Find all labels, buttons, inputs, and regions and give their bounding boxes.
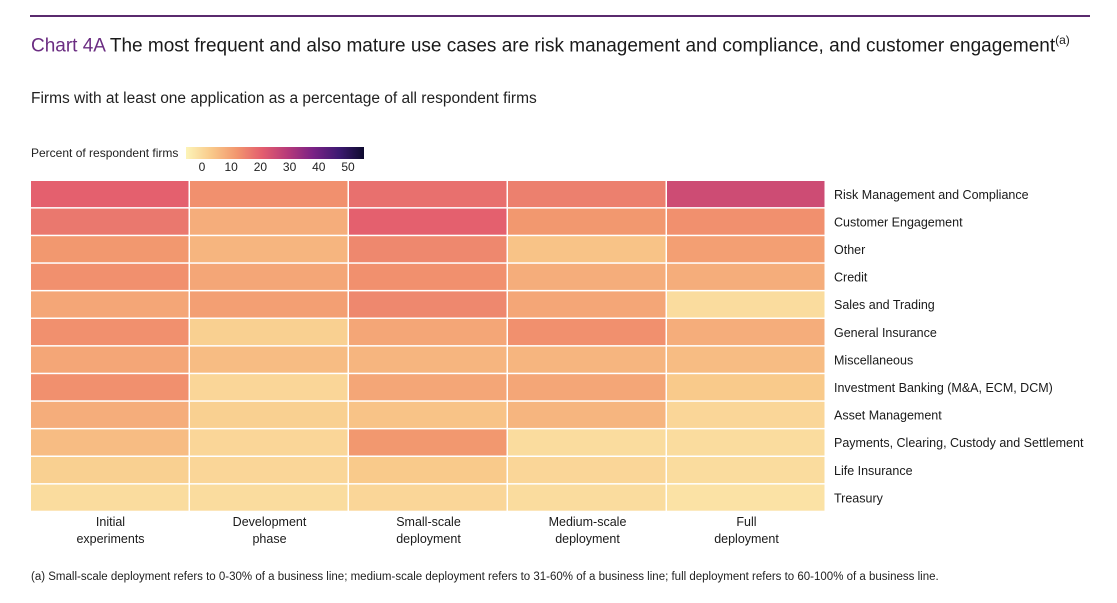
heatmap-cell bbox=[31, 263, 189, 290]
column-label: Development bbox=[233, 515, 307, 529]
heatmap-cell bbox=[31, 374, 189, 401]
heatmap-cell bbox=[667, 457, 825, 484]
column-label: Medium-scale bbox=[549, 515, 627, 529]
heatmap-cell bbox=[349, 457, 507, 484]
row-label: Miscellaneous bbox=[834, 353, 913, 367]
heatmap-cell bbox=[667, 263, 825, 290]
colorbar bbox=[186, 147, 364, 159]
heatmap-cell bbox=[190, 208, 348, 235]
heatmap-cell bbox=[190, 346, 348, 373]
colorbar-tick-label: 0 bbox=[198, 160, 206, 174]
chart-subtitle: Firms with at least one application as a… bbox=[31, 90, 537, 107]
row-label: Payments, Clearing, Custody and Settleme… bbox=[834, 436, 1084, 450]
heatmap-cell bbox=[508, 263, 666, 290]
colorbar-tick-label: 10 bbox=[224, 160, 238, 174]
colorbar-tick-labels: 0 10 20 30 40 50 bbox=[186, 160, 364, 174]
chart-number: Chart 4A bbox=[31, 35, 105, 57]
heatmap-cell bbox=[349, 236, 507, 263]
heatmap-cell bbox=[190, 401, 348, 428]
row-label: Life Insurance bbox=[834, 464, 913, 478]
heatmap-cell bbox=[31, 319, 189, 346]
heatmap-cell bbox=[31, 208, 189, 235]
heatmap-cell bbox=[508, 236, 666, 263]
column-label: Initial bbox=[96, 515, 125, 529]
heatmap-cell bbox=[508, 319, 666, 346]
column-label: experiments bbox=[76, 532, 144, 546]
heatmap-cell bbox=[349, 319, 507, 346]
heatmap-cell bbox=[508, 401, 666, 428]
heatmap-cell bbox=[31, 236, 189, 263]
colorbar-tick-label: 50 bbox=[341, 160, 355, 174]
row-label: Customer Engagement bbox=[834, 215, 963, 229]
heatmap-cell bbox=[190, 263, 348, 290]
row-label: General Insurance bbox=[834, 326, 937, 340]
heatmap-cell bbox=[349, 208, 507, 235]
heatmap-cell bbox=[667, 374, 825, 401]
row-label: Other bbox=[834, 243, 865, 257]
chart-title-text: The most frequent and also mature use ca… bbox=[109, 35, 1056, 57]
heatmap-cell bbox=[349, 346, 507, 373]
heatmap-cell bbox=[349, 181, 507, 208]
heatmap-cell bbox=[190, 374, 348, 401]
heatmap-cell bbox=[508, 346, 666, 373]
heatmap-cell bbox=[667, 429, 825, 456]
heatmap-cell bbox=[667, 401, 825, 428]
heatmap-cell bbox=[667, 346, 825, 373]
heatmap-cell bbox=[508, 429, 666, 456]
row-label: Sales and Trading bbox=[834, 298, 935, 312]
heatmap-cell bbox=[508, 484, 666, 511]
heatmap-cell bbox=[190, 484, 348, 511]
colorbar-tick-label: 40 bbox=[312, 160, 326, 174]
heatmap-cell bbox=[31, 181, 189, 208]
heatmap-cell bbox=[190, 429, 348, 456]
row-label: Risk Management and Compliance bbox=[834, 188, 1029, 202]
heatmap-cell bbox=[31, 484, 189, 511]
colorbar-tick-label: 30 bbox=[282, 160, 297, 174]
heatmap-cell bbox=[667, 319, 825, 346]
title-rule bbox=[30, 15, 1090, 17]
column-label: Full bbox=[736, 515, 756, 529]
chart-title: Chart 4A The most frequent and also matu… bbox=[31, 28, 1091, 58]
heatmap-cell bbox=[508, 208, 666, 235]
colorbar-title: Percent of respondent firms bbox=[31, 146, 179, 160]
heatmap-cell bbox=[190, 291, 348, 318]
column-label: deployment bbox=[555, 532, 620, 546]
heatmap-cell bbox=[349, 291, 507, 318]
heatmap-cell bbox=[31, 401, 189, 428]
heatmap-cell bbox=[667, 236, 825, 263]
colorbar-tick-label: 20 bbox=[253, 160, 268, 174]
heatmap-cell bbox=[31, 429, 189, 456]
heatmap-cell bbox=[31, 346, 189, 373]
heatmap-cell bbox=[667, 484, 825, 511]
heatmap-cell bbox=[349, 263, 507, 290]
heatmap-cell bbox=[508, 457, 666, 484]
heatmap-cell bbox=[508, 291, 666, 318]
heatmap-cell bbox=[190, 181, 348, 208]
heatmap-cell bbox=[190, 457, 348, 484]
row-label: Treasury bbox=[834, 491, 884, 505]
column-label: deployment bbox=[396, 532, 461, 546]
heatmap-cell bbox=[349, 374, 507, 401]
column-label: deployment bbox=[714, 532, 779, 546]
heatmap-cell bbox=[31, 457, 189, 484]
heatmap-cell bbox=[190, 319, 348, 346]
heatmap-cell bbox=[508, 181, 666, 208]
heatmap-cell bbox=[667, 208, 825, 235]
heatmap-cell bbox=[349, 401, 507, 428]
row-label: Investment Banking (M&A, ECM, DCM) bbox=[834, 381, 1053, 395]
heatmap: Risk Management and Compliance Customer E… bbox=[31, 181, 1084, 546]
column-label: phase bbox=[252, 532, 286, 546]
footnote: (a) Small-scale deployment refers to 0-3… bbox=[31, 571, 939, 583]
heatmap-cell bbox=[349, 429, 507, 456]
heatmap-cell bbox=[508, 374, 666, 401]
heatmap-cell bbox=[190, 236, 348, 263]
title-footnote-marker: (a) bbox=[1055, 33, 1070, 47]
heatmap-cell bbox=[349, 484, 507, 511]
heatmap-cell bbox=[31, 291, 189, 318]
row-label: Credit bbox=[834, 271, 868, 285]
column-label: Small-scale bbox=[396, 515, 461, 529]
heatmap-cell bbox=[667, 181, 825, 208]
row-label: Asset Management bbox=[834, 409, 942, 423]
heatmap-cell bbox=[667, 291, 825, 318]
